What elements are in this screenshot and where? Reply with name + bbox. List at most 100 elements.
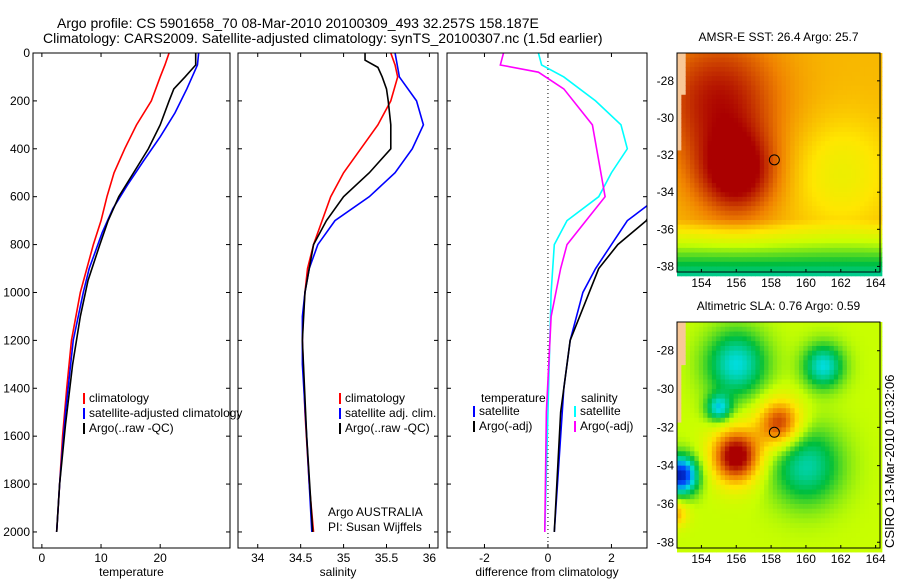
- data-cell: [868, 547, 874, 553]
- data-cell: [812, 62, 817, 68]
- data-cell: [755, 238, 761, 244]
- data-cell: [777, 271, 783, 277]
- data-cell: [855, 489, 861, 495]
- data-cell: [711, 345, 717, 352]
- data-cell: [742, 427, 748, 433]
- land-cell: [677, 326, 682, 333]
- data-cell: [785, 224, 791, 230]
- data-cell: [798, 456, 804, 462]
- data-cell: [690, 127, 696, 133]
- data-cell: [759, 422, 765, 428]
- data-cell: [729, 85, 735, 91]
- data-cell: [759, 71, 765, 77]
- data-cell: [803, 360, 809, 366]
- data-cell: [868, 104, 874, 110]
- data-cell: [873, 369, 878, 376]
- data-cell: [842, 243, 848, 249]
- data-cell: [873, 85, 878, 91]
- data-cell: [777, 422, 783, 428]
- data-cell: [842, 537, 848, 543]
- land-cell: [677, 417, 682, 424]
- data-cell: [746, 436, 752, 443]
- data-cell: [685, 113, 691, 119]
- data-cell: [803, 145, 809, 152]
- land-cell: [677, 341, 682, 347]
- data-cell: [803, 271, 809, 277]
- data-cell: [707, 503, 713, 510]
- data-cell: [746, 475, 752, 481]
- data-cell: [798, 355, 804, 361]
- data-cell: [751, 436, 757, 443]
- data-cell: [751, 427, 757, 433]
- data-cell: [807, 360, 813, 366]
- data-cell: [690, 57, 696, 63]
- data-cell: [803, 446, 809, 452]
- data-cell: [746, 53, 752, 59]
- data-cell: [816, 518, 822, 524]
- data-cell: [729, 196, 735, 203]
- data-cell: [820, 261, 826, 268]
- data-cell: [690, 484, 696, 491]
- data-cell: [868, 196, 874, 203]
- data-cell: [768, 62, 774, 68]
- data-cell: [707, 155, 713, 161]
- data-cell: [729, 141, 735, 147]
- data-cell: [698, 182, 704, 189]
- data-cell: [690, 355, 696, 361]
- data-cell: [859, 422, 865, 428]
- y-tick-label: 1200: [3, 333, 30, 347]
- data-cell: [807, 408, 813, 414]
- data-cell: [729, 182, 735, 189]
- data-cell: [820, 99, 826, 105]
- data-cell: [690, 238, 696, 244]
- data-cell: [859, 238, 865, 244]
- data-cell: [842, 427, 848, 433]
- data-cell: [873, 192, 878, 198]
- data-cell: [833, 374, 839, 381]
- data-cell: [764, 460, 770, 467]
- data-cell: [781, 136, 787, 142]
- data-cell: [781, 503, 787, 510]
- data-cell: [781, 527, 787, 534]
- data-cell: [829, 523, 835, 529]
- data-cell: [812, 345, 817, 352]
- data-cell: [855, 484, 861, 491]
- data-cell: [742, 532, 748, 539]
- data-cell: [868, 150, 874, 156]
- data-cell: [812, 365, 817, 371]
- data-cell: [820, 518, 826, 524]
- data-cell: [781, 460, 787, 467]
- data-cell: [694, 480, 700, 486]
- y-tick-label: 400: [10, 142, 30, 156]
- data-cell: [698, 412, 704, 419]
- data-cell: [838, 537, 844, 543]
- data-cell: [812, 66, 817, 73]
- data-cell: [685, 80, 691, 87]
- data-cell: [868, 62, 874, 68]
- data-cell: [859, 168, 865, 175]
- data-cell: [785, 168, 791, 175]
- data-cell: [755, 341, 761, 347]
- data-cell: [711, 238, 717, 244]
- data-cell: [785, 436, 791, 443]
- data-cell: [751, 345, 757, 352]
- data-cell: [864, 360, 870, 366]
- data-cell: [768, 238, 774, 244]
- data-cell: [711, 261, 717, 268]
- data-cell: [855, 215, 861, 221]
- data-cell: [846, 71, 852, 77]
- data-cell: [746, 90, 752, 96]
- data-cell: [742, 542, 748, 548]
- data-cell: [842, 532, 848, 539]
- data-cell: [859, 94, 865, 100]
- data-cell: [781, 331, 787, 337]
- data-cell: [772, 484, 778, 491]
- data-cell: [768, 131, 774, 138]
- data-cell: [677, 271, 682, 277]
- data-cell: [859, 99, 865, 105]
- data-cell: [859, 53, 865, 59]
- data-cell: [703, 173, 709, 179]
- data-cell: [785, 499, 791, 505]
- data-cell: [716, 417, 722, 424]
- data-cell: [755, 547, 761, 553]
